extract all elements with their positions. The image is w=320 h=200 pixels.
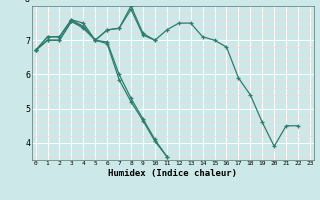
Text: 8: 8 <box>25 0 30 4</box>
X-axis label: Humidex (Indice chaleur): Humidex (Indice chaleur) <box>108 169 237 178</box>
